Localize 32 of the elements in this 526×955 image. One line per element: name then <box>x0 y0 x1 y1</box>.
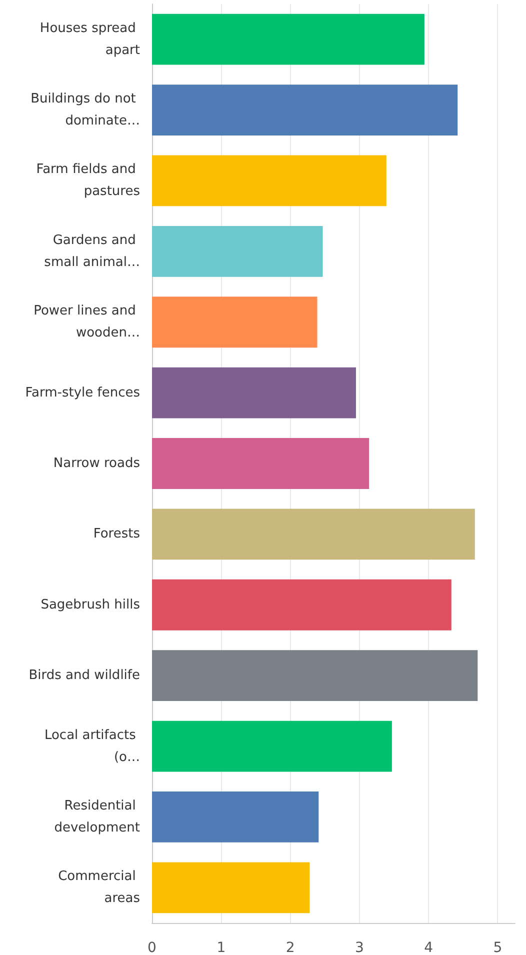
y-tick-label: Local artifacts (o… <box>44 728 140 765</box>
x-tick-label: 0 <box>148 940 156 955</box>
x-tick-label: 2 <box>286 940 295 955</box>
bar <box>152 792 319 842</box>
y-tick-label: Farm fields and pastures <box>36 162 140 200</box>
bar <box>152 720 392 772</box>
x-tick-label: 1 <box>216 940 226 955</box>
y-tick-label: Buildings do not dominate… <box>30 92 140 129</box>
y-tick-label: Houses spread apart <box>40 20 140 58</box>
y-tick-label: Residential development <box>54 798 140 836</box>
bar <box>152 14 424 65</box>
y-tick-label: Sagebrush hills <box>40 597 140 612</box>
bar <box>152 84 458 136</box>
y-tick-label: Farm-style fences <box>25 385 140 400</box>
bar <box>152 296 318 348</box>
bar <box>152 579 452 630</box>
bar <box>152 226 323 277</box>
bar <box>152 650 478 702</box>
y-tick-label: Forests <box>93 526 140 542</box>
x-tick-label: 5 <box>493 940 502 955</box>
bar <box>152 508 475 560</box>
y-tick-label: Narrow roads <box>53 456 140 471</box>
y-tick-label: Birds and wildlife <box>28 668 140 684</box>
y-tick-label: Gardens and small animal… <box>44 232 140 270</box>
bar <box>152 438 370 489</box>
x-tick-label: 3 <box>354 940 364 955</box>
bar <box>152 862 310 914</box>
y-tick-label: Power lines and wooden… <box>34 304 140 341</box>
x-tick-label: 4 <box>424 940 434 955</box>
y-tick-label: Commercial areas <box>58 869 140 906</box>
bar <box>152 155 386 206</box>
bar <box>152 367 356 418</box>
